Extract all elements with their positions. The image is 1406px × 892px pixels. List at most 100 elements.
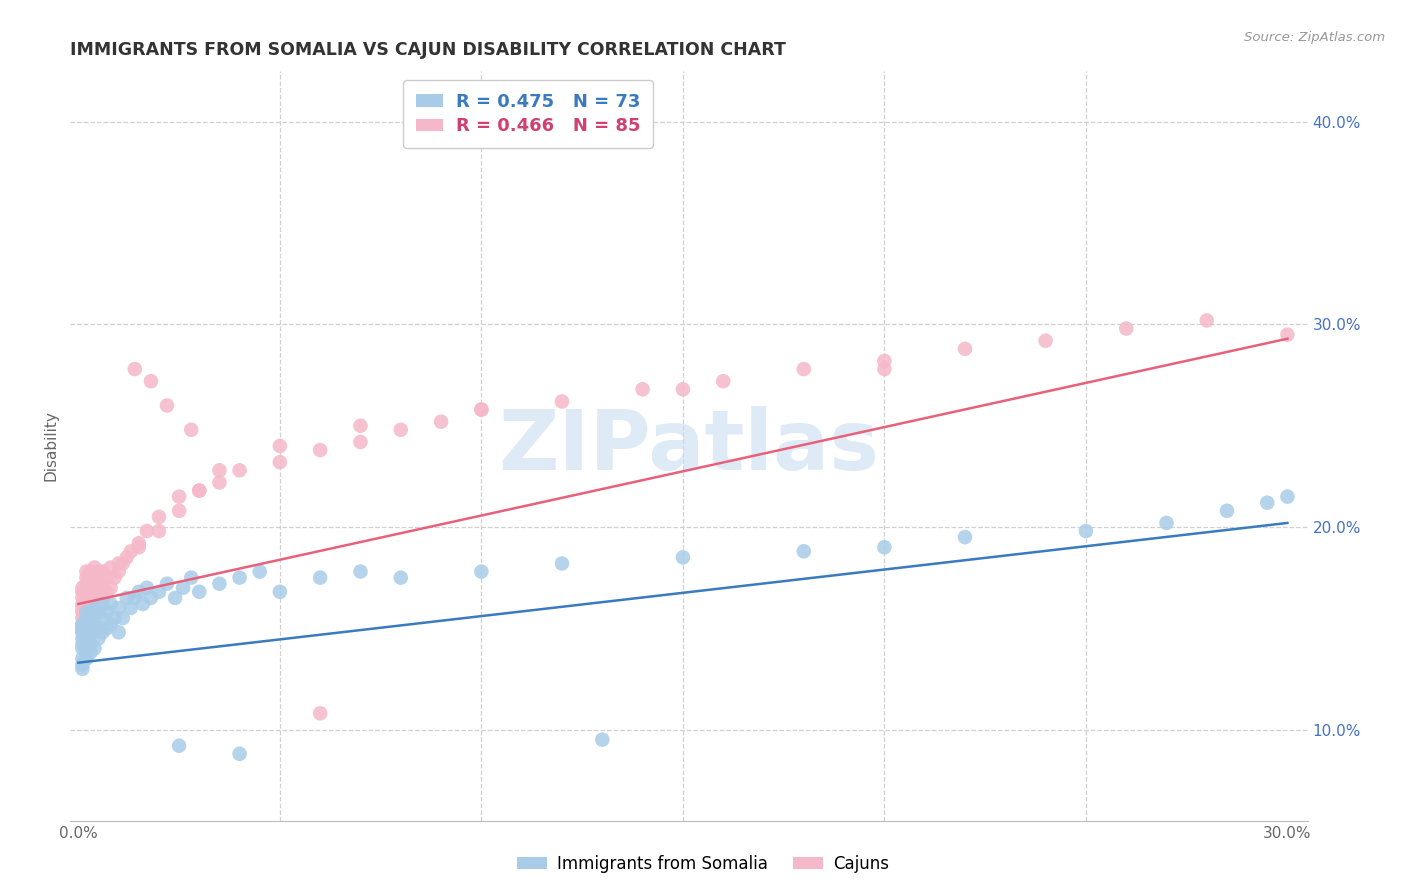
Point [269, 439, 291, 453]
Point [115, 550, 138, 565]
Point [128, 541, 150, 555]
Point [128, 584, 150, 599]
Point [72, 597, 94, 611]
Point [72, 625, 94, 640]
Point [75, 565, 97, 579]
Point [115, 591, 138, 605]
Point [349, 565, 371, 579]
Point [72, 621, 94, 635]
Point [100, 581, 122, 595]
Point [148, 524, 170, 538]
Point [75, 576, 97, 591]
Point [228, 571, 250, 585]
Point [75, 621, 97, 635]
Point [96, 605, 118, 619]
Point [79, 646, 101, 660]
Point [72, 632, 94, 646]
Point [953, 530, 976, 544]
Point [79, 571, 101, 585]
Point [79, 591, 101, 605]
Point [83, 581, 105, 595]
Point [72, 637, 94, 651]
Point [87, 605, 110, 619]
Point [135, 524, 157, 538]
Point [87, 576, 110, 591]
Point [120, 601, 142, 615]
Point [167, 504, 190, 518]
Point [75, 584, 97, 599]
Point [1277, 327, 1299, 342]
Point [1216, 504, 1239, 518]
Point [72, 651, 94, 665]
Point [124, 591, 146, 605]
Point [96, 621, 118, 635]
Point [75, 605, 97, 619]
Point [72, 617, 94, 632]
Point [208, 576, 231, 591]
Y-axis label: Disability: Disability [44, 410, 59, 482]
Point [672, 550, 695, 565]
Legend: Immigrants from Somalia, Cajuns: Immigrants from Somalia, Cajuns [510, 848, 896, 880]
Point [72, 641, 94, 656]
Point [873, 541, 896, 555]
Text: IMMIGRANTS FROM SOMALIA VS CAJUN DISABILITY CORRELATION CHART: IMMIGRANTS FROM SOMALIA VS CAJUN DISABIL… [70, 41, 786, 59]
Point [470, 402, 492, 417]
Point [389, 571, 412, 585]
Point [1256, 496, 1278, 510]
Point [873, 354, 896, 368]
Point [228, 747, 250, 761]
Point [208, 475, 231, 490]
Point [79, 611, 101, 625]
Point [83, 641, 105, 656]
Point [167, 490, 190, 504]
Point [111, 557, 134, 571]
Point [72, 625, 94, 640]
Point [180, 423, 202, 437]
Point [83, 625, 105, 640]
Point [470, 565, 492, 579]
Point [87, 597, 110, 611]
Point [1115, 321, 1137, 335]
Point [672, 382, 695, 396]
Point [111, 611, 134, 625]
Point [139, 591, 162, 605]
Point [156, 576, 179, 591]
Point [793, 362, 815, 376]
Point [551, 557, 574, 571]
Point [551, 394, 574, 409]
Point [72, 581, 94, 595]
Point [96, 584, 118, 599]
Point [107, 557, 129, 571]
Point [75, 651, 97, 665]
Point [165, 591, 187, 605]
Point [87, 584, 110, 599]
Point [79, 597, 101, 611]
Point [188, 483, 211, 498]
Point [107, 625, 129, 640]
Point [83, 601, 105, 615]
Point [91, 576, 114, 591]
Point [104, 571, 127, 585]
Point [148, 509, 170, 524]
Point [208, 463, 231, 477]
Point [132, 597, 155, 611]
Point [87, 632, 110, 646]
Point [107, 601, 129, 615]
Point [79, 581, 101, 595]
Point [91, 565, 114, 579]
Point [79, 611, 101, 625]
Point [631, 382, 654, 396]
Point [873, 362, 896, 376]
Point [75, 617, 97, 632]
Point [172, 581, 194, 595]
Legend: R = 0.475   N = 73, R = 0.466   N = 85: R = 0.475 N = 73, R = 0.466 N = 85 [404, 80, 652, 148]
Point [75, 611, 97, 625]
Point [72, 657, 94, 672]
Point [100, 617, 122, 632]
Point [75, 611, 97, 625]
Point [309, 571, 332, 585]
Point [79, 637, 101, 651]
Point [188, 584, 211, 599]
Point [72, 605, 94, 619]
Point [72, 617, 94, 632]
